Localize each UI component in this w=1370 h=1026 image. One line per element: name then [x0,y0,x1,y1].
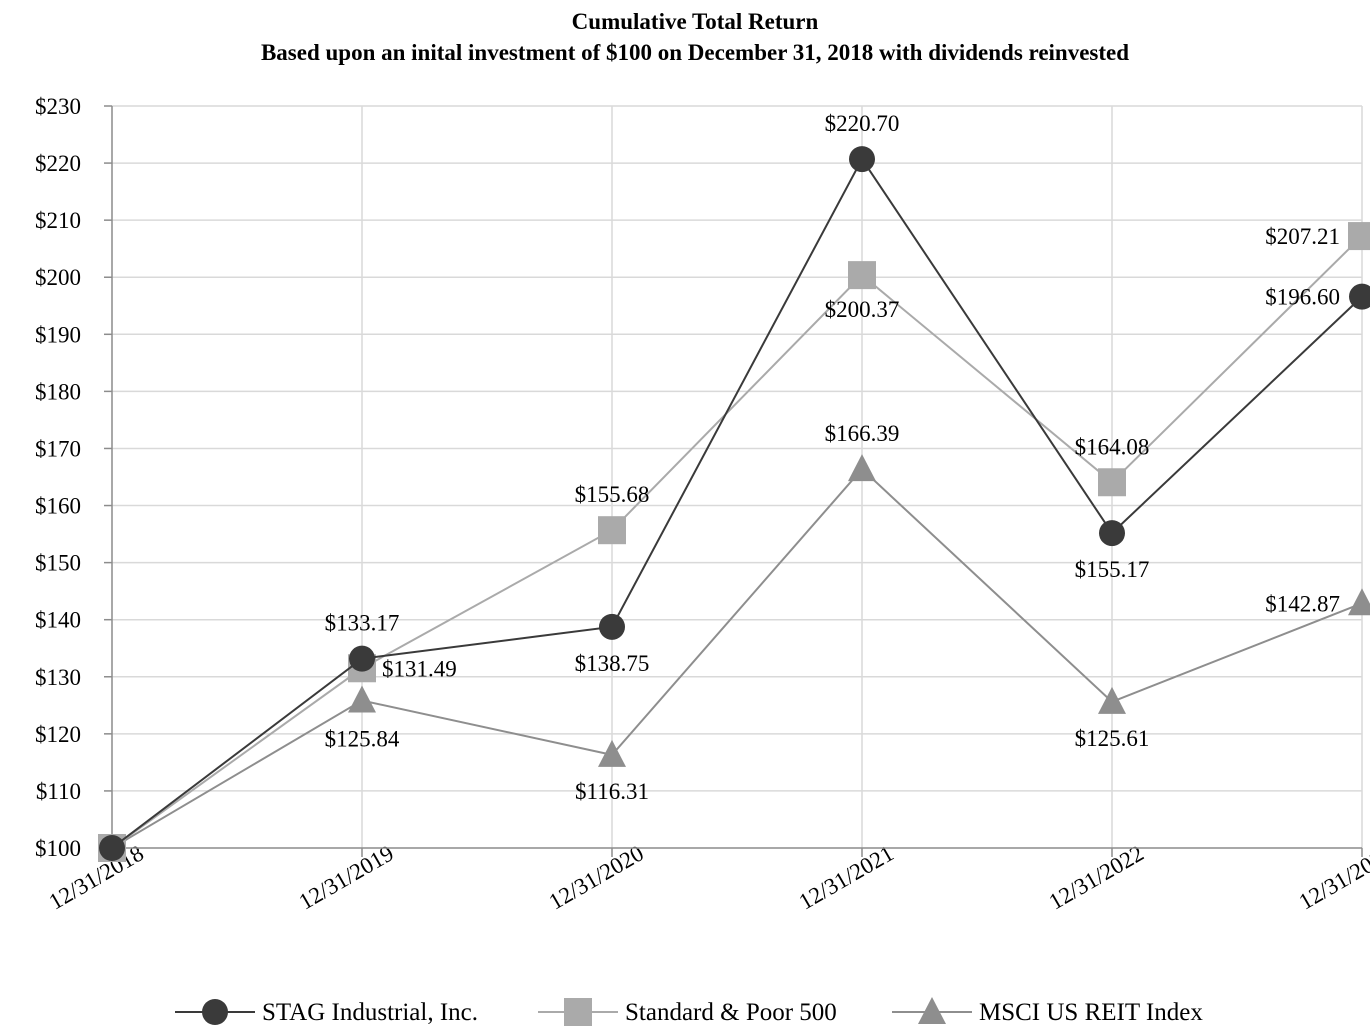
data-point-msci-us-reit-index [598,739,626,767]
y-tick-label: $140 [35,608,81,633]
y-tick-label: $170 [35,436,81,461]
y-tick-label: $180 [35,379,81,404]
legend-marker-msci-us-reit-index [918,997,946,1024]
data-label-msci-us-reit-index: $125.61 [1075,726,1150,751]
data-label-stag-industrial-inc: $138.75 [575,651,650,676]
y-tick-label: $120 [35,722,81,747]
data-point-stag-industrial-inc [1349,283,1370,310]
data-label-standard-poor-500: $155.68 [575,482,650,507]
y-tick-label: $220 [35,151,81,176]
data-label-msci-us-reit-index: $142.87 [1265,591,1340,616]
x-tick-label: 12/31/2023 [1295,840,1370,914]
legend-label-msci-us-reit-index: MSCI US REIT Index [979,999,1203,1026]
chart-title: Cumulative Total Return [571,9,819,34]
x-tick-label: 12/31/2020 [545,840,648,914]
data-label-msci-us-reit-index: $116.31 [575,779,649,804]
data-point-standard-poor-500 [598,516,626,545]
legend-label-standard-poor-500: Standard & Poor 500 [625,999,837,1026]
chart-subtitle: Based upon an inital investment of $100 … [260,40,1130,65]
data-label-standard-poor-500: $164.08 [1075,434,1150,459]
data-label-stag-industrial-inc: $220.70 [825,111,900,136]
data-point-stag-industrial-inc [99,835,125,861]
x-tick-label: 12/31/2022 [1045,840,1148,914]
y-tick-label: $160 [35,494,81,519]
series-layer [98,146,1370,862]
y-tick-label: $130 [35,665,81,690]
data-label-layer: $133.17 $138.75 $220.70 $155.17 $196.60 $131.… [325,111,1340,804]
data-point-msci-us-reit-index [1348,588,1370,616]
data-label-stag-industrial-inc: $155.17 [1075,557,1150,582]
x-tick-label: 12/31/2021 [795,840,898,914]
y-tick-label: $200 [35,265,81,290]
data-point-stag-industrial-inc [1099,520,1125,547]
data-label-stag-industrial-inc: $196.60 [1265,285,1340,310]
legend-marker-standard-poor-500 [564,998,592,1026]
data-point-standard-poor-500 [1348,222,1370,251]
data-point-stag-industrial-inc [599,613,625,640]
data-point-msci-us-reit-index [848,454,876,482]
series-line-msci-us-reit-index [111,467,1363,849]
data-point-msci-us-reit-index [348,685,376,713]
data-point-msci-us-reit-index [1098,686,1126,714]
data-point-stag-industrial-inc [849,146,875,173]
data-label-standard-poor-500: $207.21 [1265,224,1340,249]
data-label-msci-us-reit-index: $166.39 [825,421,900,446]
x-tick-label: 12/31/2019 [295,840,398,914]
data-point-standard-poor-500 [1098,468,1126,497]
legend: STAG Industrial, Inc. Standard & Poor 500… [175,997,1203,1026]
legend-label-stag-industrial-inc: STAG Industrial, Inc. [262,999,478,1026]
data-point-stag-industrial-inc [349,645,375,672]
y-tick-label: $100 [35,836,81,861]
y-tick-label: $210 [35,208,81,233]
y-tick-label: $110 [36,779,81,804]
y-tick-label: $190 [35,322,81,347]
data-label-standard-poor-500: $200.37 [825,297,900,322]
series-line-standard-poor-500 [111,235,1363,849]
series-line-stag-industrial-inc [111,157,1363,849]
y-tick-label: $150 [35,551,81,576]
data-label-msci-us-reit-index: $125.84 [325,727,400,752]
y-tick-label: $230 [35,94,81,119]
legend-marker-stag-industrial-inc [202,999,228,1025]
data-label-stag-industrial-inc: $133.17 [325,611,400,636]
data-point-standard-poor-500 [848,261,876,290]
data-label-standard-poor-500: $131.49 [382,656,457,681]
